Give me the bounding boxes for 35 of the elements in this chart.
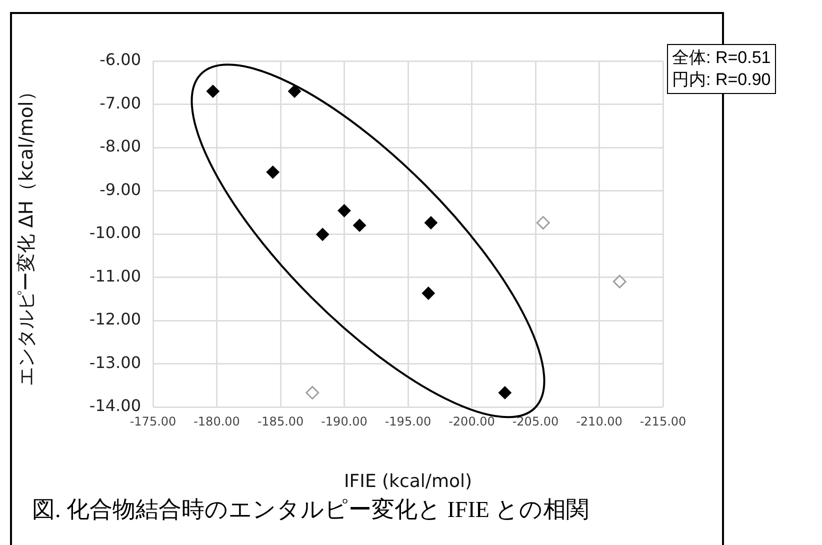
point xyxy=(424,216,438,230)
point xyxy=(316,228,330,241)
point xyxy=(612,274,626,288)
point xyxy=(422,286,435,300)
y-tick-label: -9.00 xyxy=(100,180,141,199)
point xyxy=(266,166,280,179)
y-axis-title: エンタルピー変化 ΔH（kcal/mol） xyxy=(15,82,38,386)
x-tick-label: -180.00 xyxy=(194,414,240,428)
point xyxy=(306,386,320,400)
y-tick-label: -14.00 xyxy=(89,396,141,416)
point xyxy=(536,216,550,230)
x-tick-label: -175.00 xyxy=(130,414,176,428)
x-axis-title: IFIE (kcal/mol) xyxy=(344,470,472,492)
point xyxy=(288,84,302,98)
x-tick-label: -215.00 xyxy=(640,414,686,428)
y-tick-label: -11.00 xyxy=(89,266,141,286)
point xyxy=(206,84,220,98)
y-tick-label: -7.00 xyxy=(100,93,141,112)
x-tick-label: -200.00 xyxy=(448,414,495,428)
point xyxy=(338,204,351,218)
text: 円内: R=0.90 xyxy=(672,69,771,91)
x-tick-label: -190.00 xyxy=(321,414,368,428)
y-tick-label: -12.00 xyxy=(89,310,141,329)
text: 全体: R=0.51 xyxy=(672,47,771,69)
point xyxy=(498,386,512,400)
y-tick-label: -13.00 xyxy=(89,352,141,372)
x-tick-label: -210.00 xyxy=(576,414,622,428)
x-tick-label: -195.00 xyxy=(384,414,432,428)
y-tick-label: -6.00 xyxy=(100,50,141,70)
text: 図. 化合物結合時のエンタルピー変化と IFIE との相関 xyxy=(32,496,590,524)
point xyxy=(353,218,366,232)
x-tick-label: -185.00 xyxy=(257,414,304,428)
y-tick-label: -8.00 xyxy=(100,136,141,156)
x-tick-label: -205.00 xyxy=(512,414,559,428)
y-tick-label: -10.00 xyxy=(89,223,141,242)
